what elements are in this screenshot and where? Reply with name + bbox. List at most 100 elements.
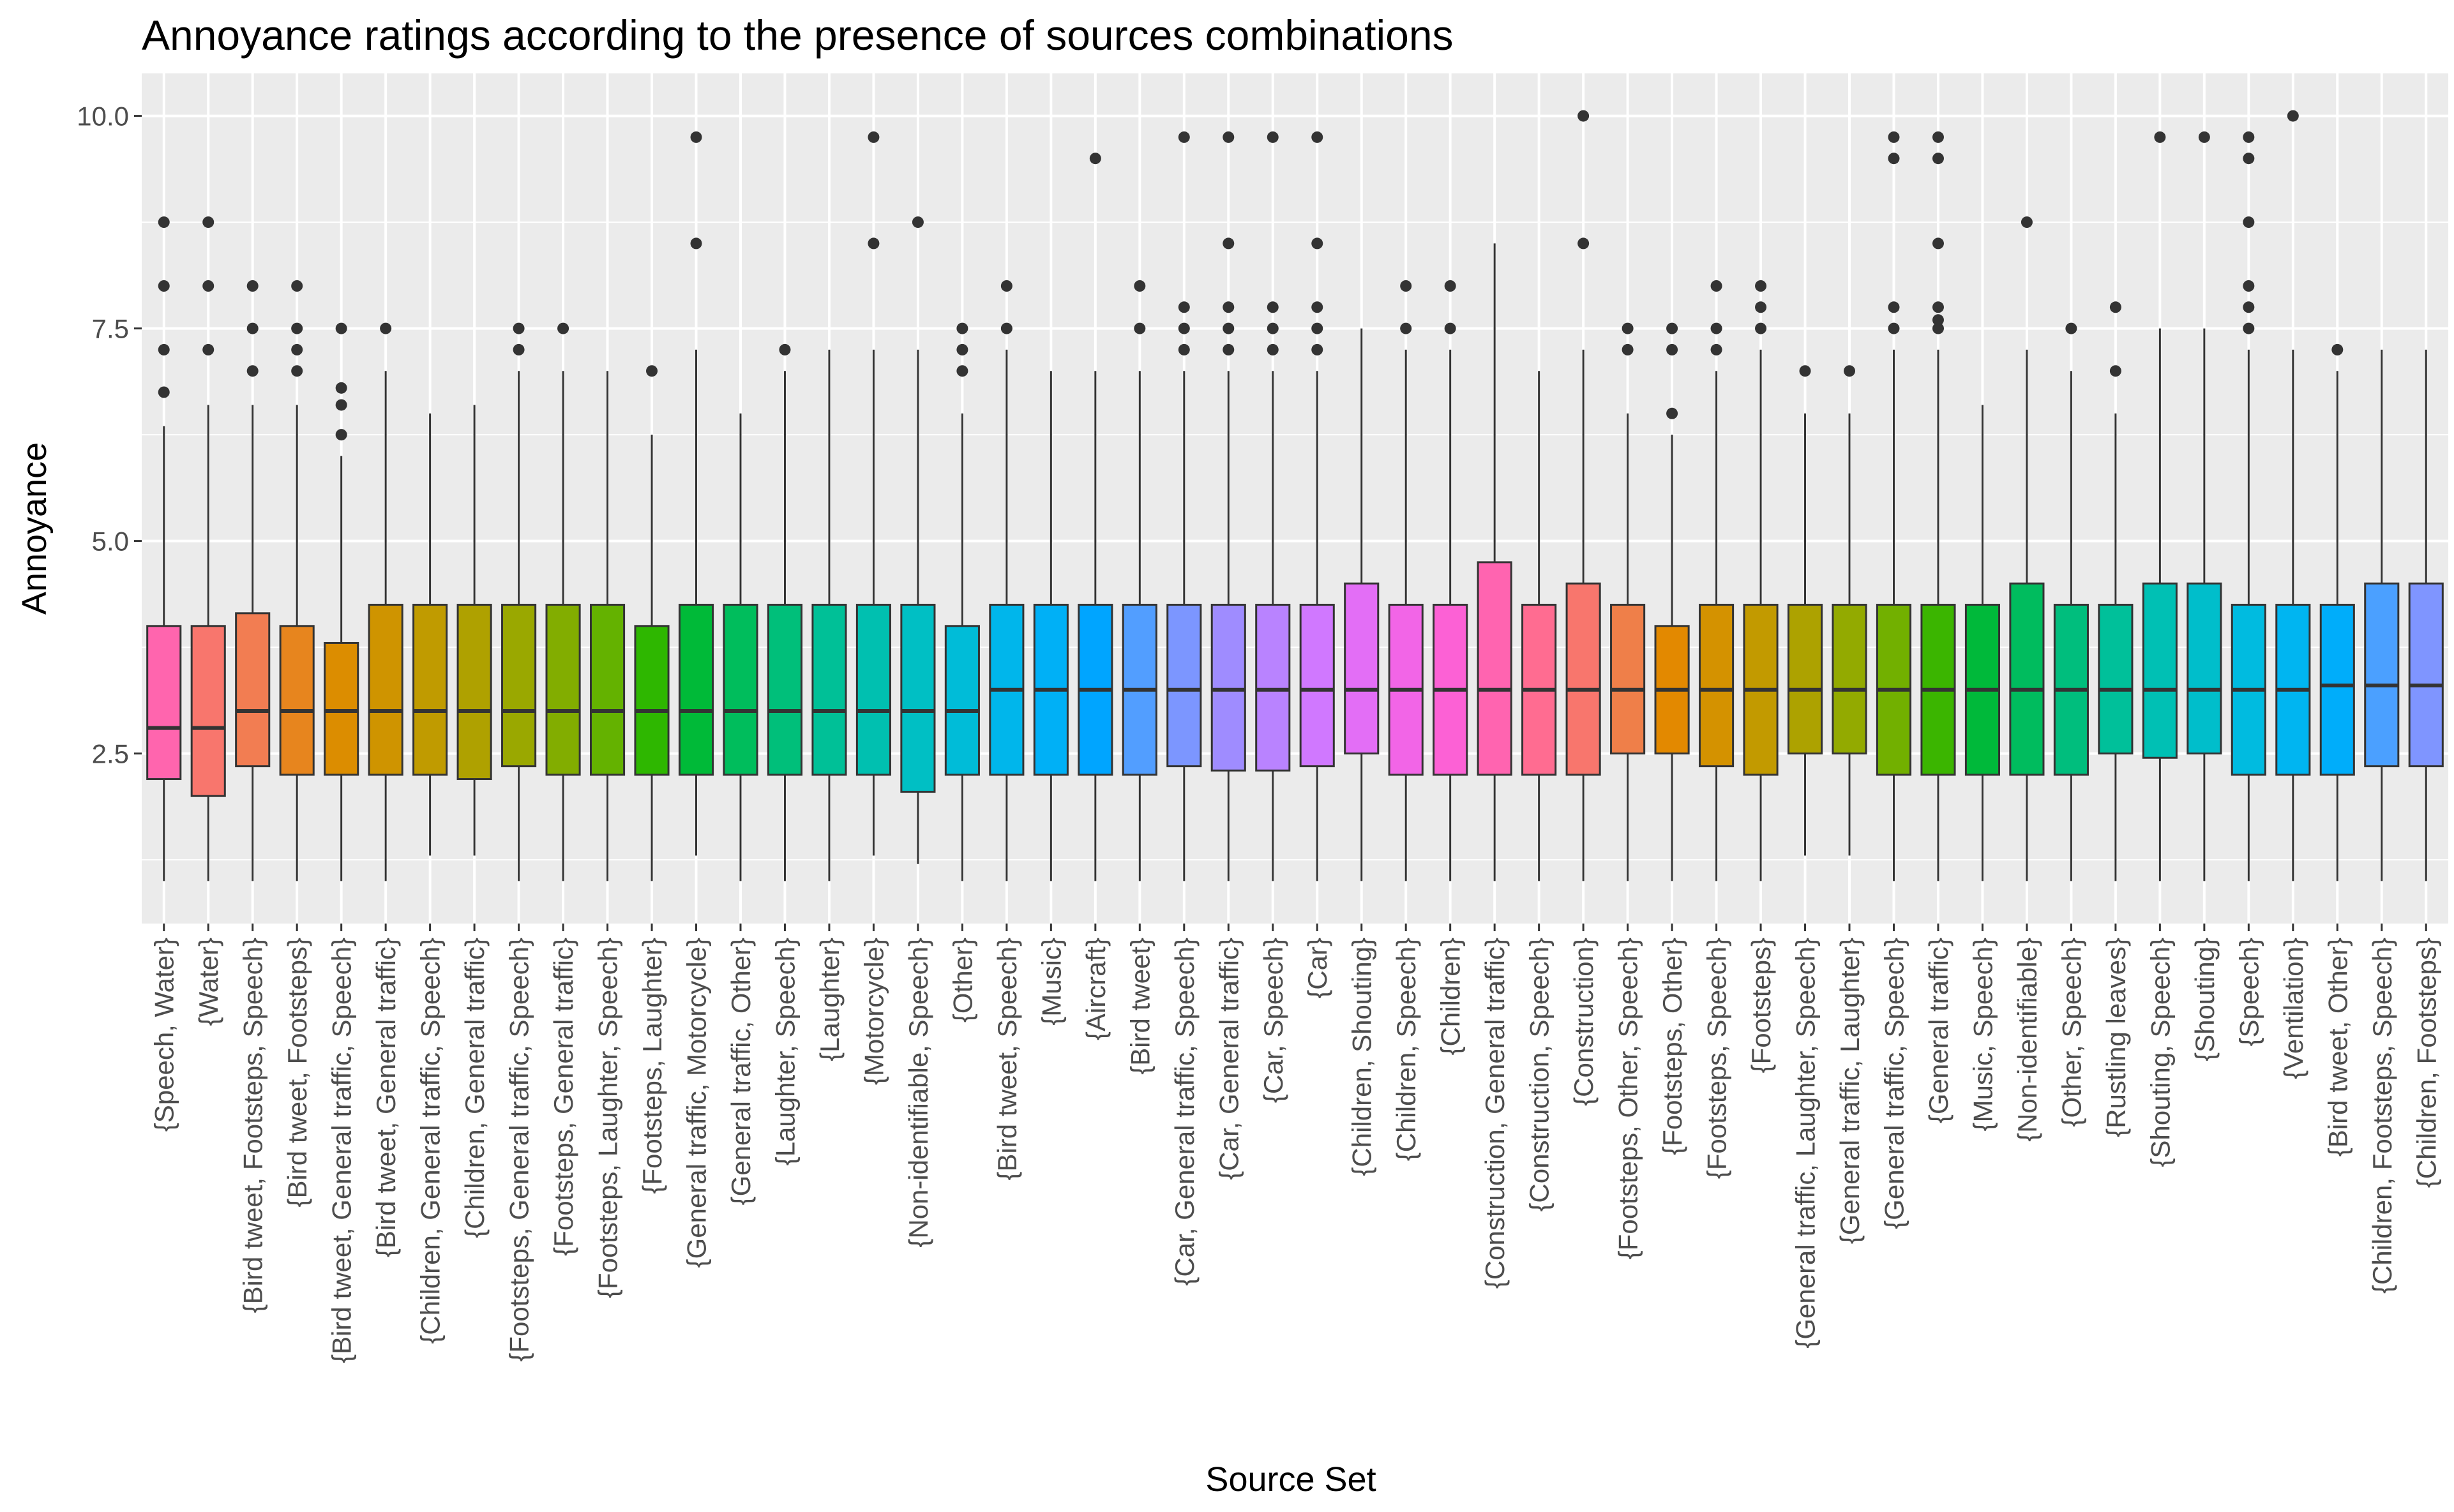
x-tick-label: {Children, Footsteps, Speech} <box>2367 938 2397 1294</box>
outlier-point <box>1710 343 1722 356</box>
box-body <box>1344 582 1380 755</box>
box-39 <box>1832 365 1867 856</box>
x-tick-label: {Children, Shouting} <box>1347 938 1377 1176</box>
outlier-point <box>1134 322 1146 334</box>
box-19 <box>944 322 980 881</box>
x-tick-label: {Shouting, Speech} <box>2145 938 2175 1167</box>
box-33 <box>1565 110 1601 881</box>
x-tick-label: {Music} <box>1036 938 1066 1026</box>
outlier-point <box>1888 301 1900 313</box>
outlier-point <box>1444 280 1456 292</box>
outlier-point <box>335 399 347 411</box>
outlier-point <box>1622 322 1634 334</box>
x-tick-label: {Footsteps, Speech} <box>1702 938 1732 1179</box>
box-25 <box>1210 131 1246 881</box>
outlier-point <box>1666 343 1678 356</box>
x-tick-label: {Aircraft} <box>1081 938 1111 1040</box>
box-15 <box>767 343 803 881</box>
box-body <box>501 604 537 768</box>
outlier-point <box>1400 322 1412 334</box>
outlier-point <box>246 322 259 334</box>
outlier-point <box>1223 131 1235 143</box>
box-52 <box>2408 349 2444 881</box>
box-37 <box>1743 280 1779 881</box>
x-tick-label: {Bird tweet, Footsteps, Speech} <box>238 938 268 1313</box>
x-tick-label: {Footsteps} <box>1746 938 1776 1073</box>
outlier-point <box>2109 365 2121 377</box>
outlier-point <box>1932 153 1944 165</box>
outlier-point <box>246 280 259 292</box>
outlier-point <box>1932 322 1944 334</box>
outlier-point <box>158 280 170 292</box>
outlier-point <box>646 365 658 377</box>
box-body <box>1699 604 1735 768</box>
box-body <box>279 625 315 776</box>
x-tick-label: {Footsteps, Other, Speech} <box>1613 938 1643 1259</box>
box-12 <box>634 365 670 881</box>
box-16 <box>811 349 847 881</box>
outlier-point <box>158 386 170 398</box>
box-body <box>2364 582 2400 768</box>
outlier-point <box>2243 301 2255 313</box>
x-axis-title: Source Set <box>1205 1460 1376 1499</box>
outlier-point <box>1755 322 1767 334</box>
outlier-point <box>1178 131 1190 143</box>
outlier-point <box>1888 153 1900 165</box>
box-body <box>1166 604 1202 768</box>
box-32 <box>1521 371 1557 881</box>
box-body <box>1299 604 1335 768</box>
box-body <box>545 604 581 776</box>
box-10 <box>545 322 581 881</box>
outlier-point <box>1888 131 1900 143</box>
outlier-point <box>2243 322 2255 334</box>
outlier-point <box>1932 237 1944 250</box>
outlier-point <box>2287 110 2299 122</box>
outlier-point <box>1666 407 1678 419</box>
outlier-point <box>1223 322 1235 334</box>
outlier-point <box>1932 131 1944 143</box>
x-tick-label: {Rustling leaves} <box>2101 938 2131 1137</box>
panel-background <box>142 73 2448 924</box>
box-body <box>811 604 847 776</box>
outlier-point <box>2243 216 2255 228</box>
outlier-point <box>291 365 303 377</box>
outlier-point <box>2331 343 2344 356</box>
box-body <box>1565 582 1601 776</box>
box-26 <box>1255 131 1291 881</box>
box-18 <box>900 216 936 864</box>
box-body <box>634 625 670 776</box>
outlier-point <box>246 365 259 377</box>
box-body <box>324 641 359 776</box>
x-tick-label: {Bird tweet, Speech} <box>992 938 1022 1181</box>
outlier-point <box>291 343 303 356</box>
box-43 <box>2009 216 2045 881</box>
outlier-point <box>291 322 303 334</box>
outlier-point <box>912 216 924 228</box>
box-body <box>2408 582 2444 768</box>
box-28 <box>1344 328 1380 881</box>
box-body <box>368 604 403 776</box>
box-30 <box>1433 280 1468 881</box>
outlier-point <box>779 343 791 356</box>
x-tick-label: {Children, General traffic} <box>460 938 490 1238</box>
outlier-point <box>335 429 347 441</box>
x-tick-label: {Footsteps, Laughter, Speech} <box>593 938 623 1298</box>
outlier-point <box>868 237 880 250</box>
x-tick-label: {Bird tweet, Footsteps} <box>282 938 312 1208</box>
outlier-point <box>1311 322 1323 334</box>
box-45 <box>2098 301 2134 881</box>
x-tick-label: {Bird tweet, General traffic, Speech} <box>327 938 357 1363</box>
x-tick-label: {Laughter, Speech} <box>770 938 800 1165</box>
outlier-point <box>2154 131 2166 143</box>
box-body <box>2319 604 2355 776</box>
box-9 <box>501 322 537 881</box>
x-tick-label: {Footsteps, Laughter} <box>637 938 667 1194</box>
outlier-point <box>1089 153 1101 165</box>
box-23 <box>1122 280 1157 881</box>
outlier-point <box>1178 322 1190 334</box>
x-tick-label: {Speech} <box>2234 938 2264 1047</box>
box-22 <box>1078 153 1113 881</box>
x-tick-label: {General traffic, Speech} <box>1879 938 1909 1229</box>
outlier-point <box>956 365 968 377</box>
